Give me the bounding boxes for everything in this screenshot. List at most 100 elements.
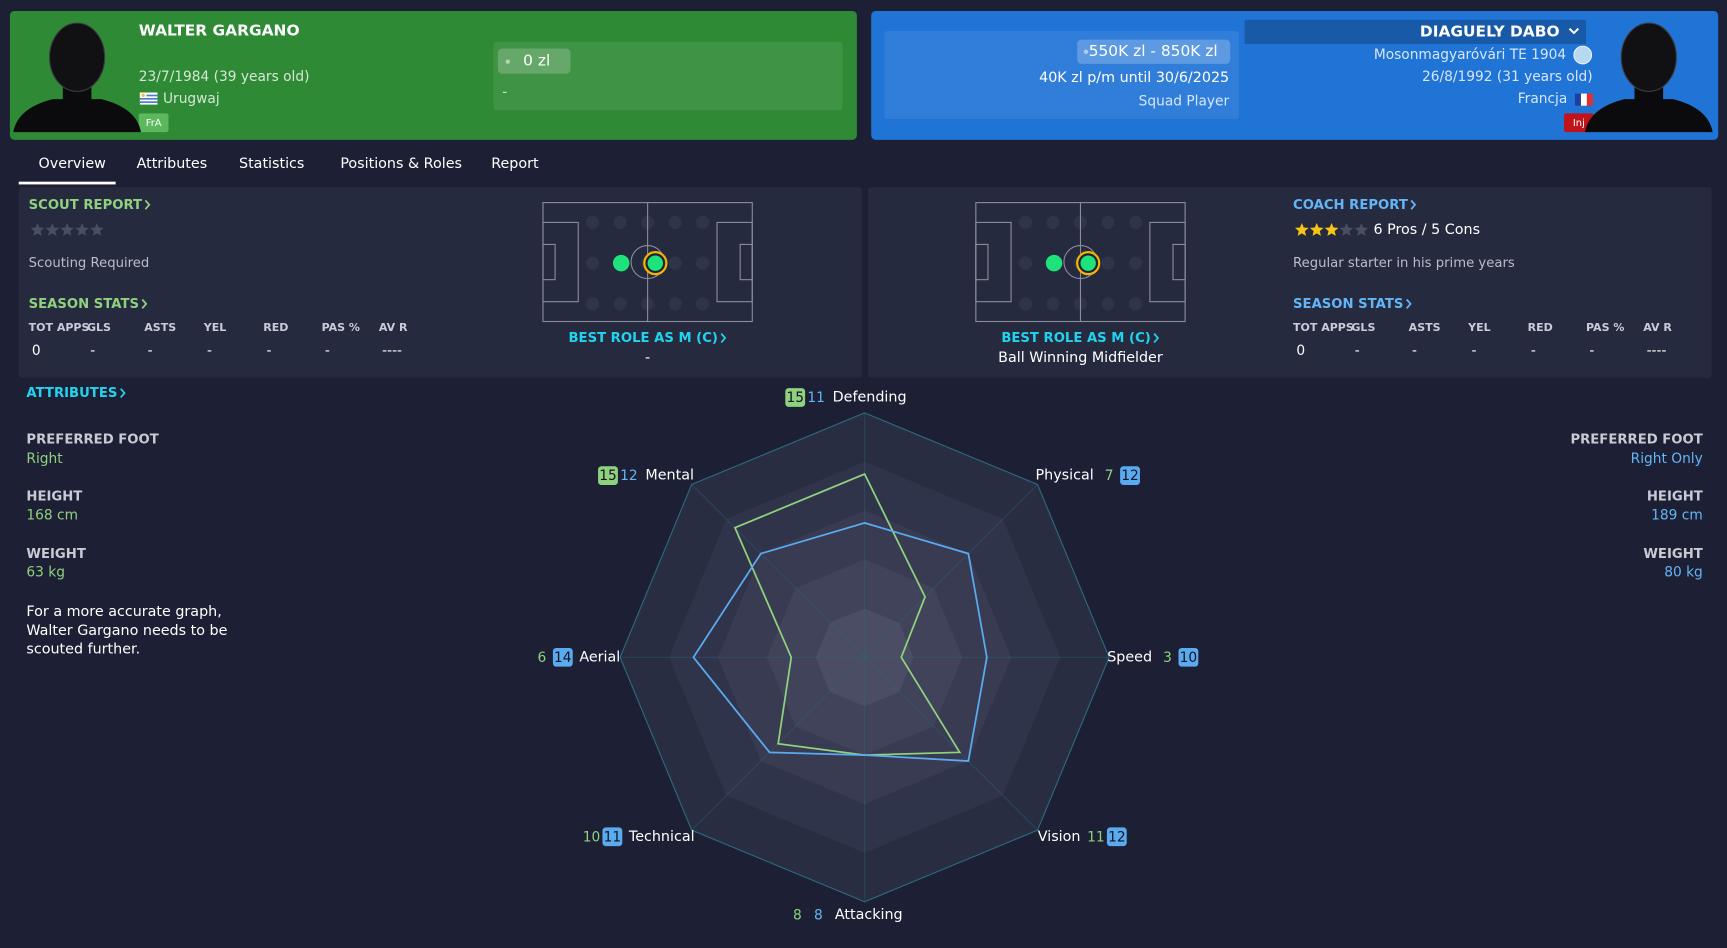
- pill-dot: [505, 59, 510, 64]
- stat-value: ----: [1647, 343, 1667, 359]
- label: PREFERRED FOOT: [26, 432, 158, 447]
- highlight-box: [598, 466, 618, 486]
- badge-label: FrA: [146, 118, 162, 129]
- flag-uruguay: [139, 92, 158, 105]
- avatar-body: [1584, 99, 1713, 133]
- stats-link[interactable]: SEASON STATS: [1293, 297, 1403, 312]
- left-value-pill: [497, 48, 571, 74]
- star: [1339, 222, 1354, 236]
- value: Right Only: [1631, 451, 1703, 467]
- stat-header: GLS: [87, 321, 111, 334]
- stat-header: AV R: [379, 321, 408, 334]
- star: [60, 222, 74, 236]
- star: [75, 222, 89, 236]
- position-slot: [1018, 256, 1033, 270]
- squad-status: Squad Player: [1139, 93, 1230, 109]
- stat-header: YEL: [1467, 321, 1491, 334]
- attribute-score: 10: [1180, 650, 1198, 666]
- attribute-score: 15: [786, 390, 804, 406]
- goal-box: [1172, 243, 1186, 281]
- chevron-icon: [141, 298, 148, 309]
- badge-label: Inj: [1573, 118, 1585, 129]
- left-header: [9, 11, 857, 140]
- chevron-icon: [120, 388, 126, 399]
- best-role-link[interactable]: BEST ROLE AS M (C): [568, 331, 717, 346]
- stat-header: PAS %: [322, 321, 360, 334]
- highlight-box: [1106, 827, 1127, 847]
- star: [30, 222, 45, 236]
- tab[interactable]: Positions & Roles: [340, 156, 462, 172]
- attribute-score: 7: [1105, 468, 1114, 484]
- star: [1324, 222, 1339, 236]
- scouting-note: For a more accurate graph,: [26, 604, 221, 620]
- axis-label: Physical: [1036, 468, 1094, 484]
- position-slot: [585, 215, 600, 230]
- position-slot: [1046, 215, 1060, 230]
- transfer-value: 0 zl: [523, 52, 550, 70]
- tab[interactable]: Overview: [39, 156, 107, 172]
- stat-value: -: [148, 343, 153, 359]
- highlight-box: [1178, 647, 1199, 667]
- nationality: Francja: [1518, 91, 1568, 107]
- stat-value: -: [1531, 343, 1536, 359]
- dropdown-icon: [1568, 27, 1580, 35]
- goal-box: [542, 243, 556, 281]
- radar-spoke: [864, 656, 1038, 831]
- stat-header: GLS: [1351, 321, 1375, 334]
- tab-underline: [18, 181, 116, 185]
- right-value-pill: [1077, 39, 1231, 64]
- stat-header: ASTS: [1409, 321, 1441, 334]
- attributes-link[interactable]: ATTRIBUTES: [26, 386, 117, 401]
- highlight-box: [1120, 466, 1140, 486]
- tab[interactable]: Attributes: [137, 156, 208, 172]
- best-role-link[interactable]: BEST ROLE AS M (C): [1001, 331, 1150, 346]
- star: [90, 222, 104, 236]
- star: [45, 222, 60, 236]
- attribute-score: 8: [814, 908, 823, 924]
- stat-header: RED: [263, 321, 288, 334]
- stat-header: AV R: [1643, 321, 1672, 334]
- stat-value: -: [1589, 343, 1594, 359]
- nationality: Urugwaj: [163, 91, 220, 107]
- player-name[interactable]: DIAGUELY DABO: [1420, 22, 1560, 40]
- stats-link[interactable]: SEASON STATS: [29, 297, 139, 312]
- stat-value: 0: [32, 343, 41, 359]
- position-slot: [1128, 297, 1143, 311]
- tab[interactable]: Report: [491, 156, 539, 172]
- axis-label: Aerial: [579, 649, 620, 665]
- position-slot: [668, 256, 682, 270]
- label: HEIGHT: [26, 490, 82, 505]
- position-slot: [696, 297, 710, 311]
- report-link[interactable]: SCOUT REPORT: [29, 198, 142, 213]
- left-badge: [138, 113, 169, 133]
- star: [1295, 222, 1309, 236]
- goal-box: [975, 243, 989, 281]
- position-slot: [1128, 215, 1143, 230]
- position-slot: [1101, 297, 1115, 311]
- axis-label: Technical: [628, 829, 695, 845]
- right-panel: [867, 187, 1712, 378]
- position-slot: [696, 215, 710, 230]
- position-dot: [1045, 254, 1063, 272]
- report-link[interactable]: COACH REPORT: [1293, 198, 1408, 213]
- tab[interactable]: Statistics: [239, 156, 304, 172]
- role: -: [645, 350, 650, 366]
- position-slot: [1128, 256, 1143, 270]
- attribute-score: 10: [583, 829, 601, 845]
- pill-dot: [1083, 49, 1089, 54]
- position-slot: [668, 297, 682, 311]
- goal-box: [739, 243, 753, 281]
- attribute-score: 14: [554, 650, 572, 666]
- name-bar[interactable]: [1244, 19, 1587, 45]
- contract: 40K zl p/m until 30/6/2025: [1039, 70, 1229, 86]
- attribute-score: 8: [793, 908, 802, 924]
- position-slot: [1101, 256, 1115, 270]
- attribute-score: 11: [807, 390, 825, 406]
- left-value-box: [493, 41, 843, 111]
- stat-header: TOT APPS: [29, 321, 90, 334]
- position-slot: [1018, 215, 1033, 230]
- star: [1354, 222, 1369, 236]
- attribute-score: 11: [1087, 829, 1105, 845]
